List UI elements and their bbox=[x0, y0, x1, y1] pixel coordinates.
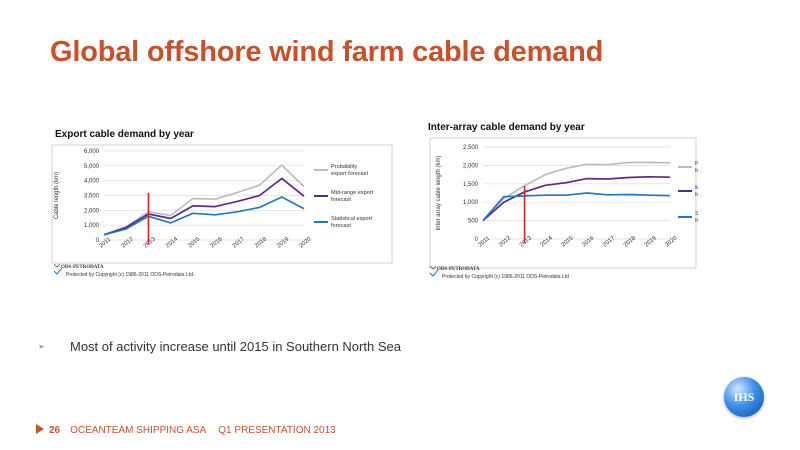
x-tick-label: 2012 bbox=[498, 235, 513, 249]
y-tick-label: 4,000 bbox=[84, 179, 100, 185]
copyright-label: Protected by Copyright (c) 1986-2011 ODS… bbox=[66, 272, 194, 278]
y-tick-label: 1,500 bbox=[463, 182, 479, 188]
footer: 26 OCEANTEAM SHIPPING ASA Q1 PRESENTATION … bbox=[36, 424, 336, 436]
footer-presentation: Q1 PRESENTATION 2013 bbox=[218, 425, 336, 436]
y-tick-label: 5,000 bbox=[84, 164, 100, 170]
x-tick-label: 2011 bbox=[98, 236, 112, 249]
source-check-icon bbox=[429, 265, 437, 270]
x-tick-label: 2015 bbox=[561, 235, 576, 249]
x-tick-label: 2016 bbox=[210, 236, 225, 250]
copyright-check-icon bbox=[429, 269, 439, 277]
x-tick-label: 2016 bbox=[581, 235, 596, 249]
slide-title: Global offshore wind farm cable demand bbox=[50, 36, 604, 68]
x-tick-label: 2011 bbox=[477, 235, 491, 248]
y-axis-label: Cable length (km) bbox=[54, 172, 60, 219]
x-tick-label: 2019 bbox=[276, 236, 291, 250]
x-tick-label: 2017 bbox=[602, 235, 617, 249]
plot-frame bbox=[51, 144, 393, 264]
legend-label: Statistical inter-arrayforecast bbox=[695, 211, 698, 224]
bullet-arrow-icon: ➢ bbox=[38, 342, 45, 351]
bullet-text: Most of activity increase until 2015 in … bbox=[70, 339, 401, 354]
x-tick-label: 2015 bbox=[187, 236, 202, 250]
x-tick-label: 2014 bbox=[165, 236, 180, 250]
x-tick-label: 2013 bbox=[519, 235, 534, 249]
legend-label: Mid-range inter-arrayforecast bbox=[695, 185, 698, 198]
series-line-mid-range-inter-array-forecast bbox=[482, 175, 671, 222]
y-tick-label: 0 bbox=[96, 238, 100, 244]
plot-frame bbox=[429, 137, 697, 269]
legend-label: Mid-range export forecast bbox=[331, 190, 374, 203]
y-tick-label: 6,000 bbox=[84, 149, 100, 155]
y-tick-label: 2,000 bbox=[84, 208, 100, 214]
legend-label: Probability export forecast bbox=[331, 164, 368, 177]
x-tick-label: 2013 bbox=[143, 236, 158, 250]
y-tick-label: 3,000 bbox=[84, 194, 100, 200]
y-axis-label: Inter array cable length (km) bbox=[436, 155, 442, 230]
x-tick-label: 2020 bbox=[298, 236, 313, 250]
chart-title: Export cable demand by year bbox=[55, 129, 194, 140]
source-label: ODS-PETRODATA bbox=[437, 267, 480, 272]
source-label: ODS-PETRODATA bbox=[61, 265, 104, 270]
footer-arrow-icon bbox=[36, 424, 44, 434]
series-line-probability-export-forecast bbox=[103, 164, 305, 236]
x-tick-label: 2014 bbox=[540, 235, 555, 249]
x-tick-label: 2020 bbox=[664, 235, 679, 249]
copyright-check-icon bbox=[53, 267, 63, 275]
x-tick-label: 2012 bbox=[121, 236, 136, 250]
series-line-statistical-export-forecast bbox=[103, 196, 305, 236]
x-tick-label: 2019 bbox=[644, 235, 659, 249]
source-check-icon bbox=[53, 263, 61, 268]
y-tick-label: 0 bbox=[475, 237, 479, 243]
x-tick-label: 2018 bbox=[623, 235, 638, 249]
x-tick-label: 2017 bbox=[232, 236, 247, 250]
export-cable-chart: Export cable demand by year 0 1,000 2,000 3,… bbox=[51, 129, 393, 278]
y-tick-label: 2,000 bbox=[463, 163, 479, 169]
series-line-mid-range-export-forecast bbox=[103, 177, 305, 236]
legend-label: Statistical export forecast bbox=[331, 216, 372, 229]
copyright-label: Protected by Copyright (c) 1986-2011 ODS… bbox=[442, 274, 569, 280]
series-line-probability-inter-array-forecast bbox=[482, 161, 671, 222]
inter-array-cable-chart: Inter-array cable demand by year 0 500 1,00… bbox=[428, 122, 698, 280]
y-tick-label: 1,000 bbox=[84, 223, 100, 229]
ihs-logo: IHS bbox=[724, 377, 764, 417]
page-number: 26 bbox=[49, 425, 61, 436]
y-tick-label: 1,000 bbox=[463, 200, 479, 206]
footer-company: OCEANTEAM SHIPPING ASA bbox=[70, 425, 207, 436]
logo-text: IHS bbox=[733, 389, 755, 404]
series-line-statistical-inter-array-forecast bbox=[482, 192, 671, 222]
chart-title: Inter-array cable demand by year bbox=[428, 122, 585, 133]
y-tick-label: 2,500 bbox=[463, 145, 479, 151]
y-tick-label: 500 bbox=[468, 219, 479, 225]
x-tick-label: 2018 bbox=[254, 236, 269, 250]
legend-label: Probability inter-arrayforecast bbox=[695, 161, 698, 174]
